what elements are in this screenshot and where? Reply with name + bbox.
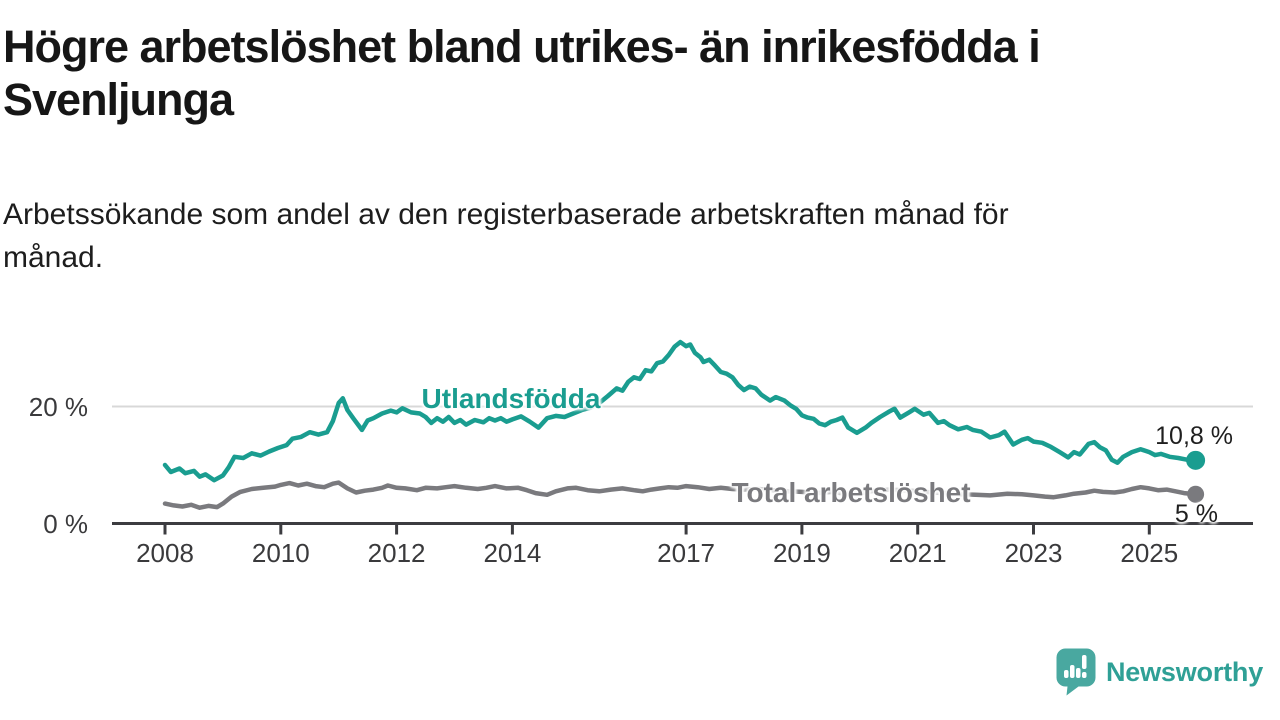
page-title: Högre arbetslöshet bland utrikes- än inr… <box>3 20 1233 126</box>
y-tick-label-0: 0 % <box>43 508 88 539</box>
line-utlandsf-dda <box>162 339 1198 483</box>
chart-subtitle-line1: Arbetssökande som andel av den registerb… <box>3 198 1009 231</box>
series-label-utlandsfodda: Utlandsfödda <box>421 383 601 414</box>
x-tick-label-2012: 2012 <box>367 538 426 568</box>
chart-subtitle-line2: månad. <box>3 241 104 274</box>
series-label-total-arbetsloshet: Total arbetslöshet <box>731 477 971 508</box>
y-tick-label-20: 20 % <box>28 391 88 422</box>
page-title-line2: Svenljunga <box>3 74 234 125</box>
x-tick-label-2010: 2010 <box>251 538 310 568</box>
newsworthy-logo-icon <box>1056 648 1096 696</box>
x-tick-label-2019: 2019 <box>772 538 831 568</box>
x-tick-label-2017: 2017 <box>657 538 716 568</box>
end-value-total-arbetsloshet: 5 % <box>1174 500 1218 528</box>
x-tick-label-2008: 2008 <box>136 538 194 568</box>
chart-subtitle: Arbetssökande som andel av den registerb… <box>3 193 1233 279</box>
x-tick-label-2025: 2025 <box>1120 538 1179 568</box>
x-tick-label-2021: 2021 <box>888 538 947 568</box>
page-title-line1: Högre arbetslöshet bland utrikes- än inr… <box>3 21 1041 72</box>
x-tick-label-2023: 2023 <box>1004 538 1063 568</box>
newsworthy-logo: Newsworthy <box>1056 648 1263 696</box>
newsworthy-logo-text: Newsworthy <box>1106 656 1264 687</box>
end-dot-utlandsf-dda <box>1186 450 1206 470</box>
x-tick-label-2014: 2014 <box>483 538 542 568</box>
end-value-utlandsfodda: 10,8 % <box>1155 422 1233 450</box>
end-dot-total-arbetsl-shet <box>1187 485 1205 503</box>
line-total-arbetsl-shet <box>162 480 1198 510</box>
